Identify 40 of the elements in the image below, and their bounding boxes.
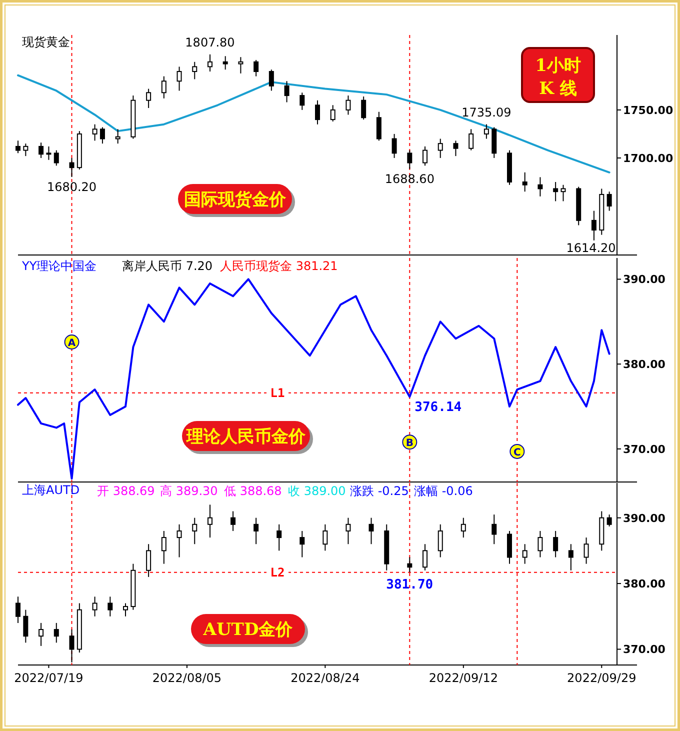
annotation: 离岸人民币 7.20: [122, 259, 213, 273]
chart-title: 现货黄金: [22, 35, 70, 49]
annotation: 理论人民币金价: [186, 427, 306, 447]
annotation: AUTD金价: [202, 620, 294, 640]
x-tick-label: 2022/09/12: [428, 671, 498, 685]
annotation: 376.14: [414, 400, 462, 415]
annotation: 开 388.69: [97, 484, 155, 498]
x-tick-label: 2022/09/29: [567, 671, 636, 685]
annotation: A: [68, 338, 76, 349]
ref-line-label: L2: [270, 565, 285, 580]
annotation: 1735.09: [462, 105, 512, 120]
annotation: 国际现货金价: [184, 190, 287, 210]
annotation: 人民币现货金 381.21: [220, 259, 338, 273]
x-tick-label: 2022/08/24: [290, 671, 360, 685]
y-tick-label: 380.00: [623, 578, 666, 591]
y-tick-label: 1700.00: [623, 152, 674, 165]
annotation: 高 389.30: [160, 484, 218, 498]
annotation: 收 389.00: [288, 484, 346, 498]
annotation: 1807.80: [185, 35, 235, 50]
x-tick-label: 2022/07/19: [14, 671, 84, 685]
y-tick-label: 370.00: [623, 643, 666, 656]
y-tick-label: 390.00: [623, 512, 666, 525]
chart-title: 上海AUTD: [22, 483, 80, 497]
annotation: B: [406, 438, 414, 450]
text: YY理论中国金: [21, 259, 97, 273]
annotation: 1680.20: [46, 180, 97, 194]
ref-line-label: L1: [270, 386, 285, 400]
annotation: 1小时 K 线: [535, 56, 581, 99]
annotation: 低 388.68: [224, 484, 282, 498]
annotation: 涨幅 -0.06: [414, 484, 473, 498]
y-tick-label: 1750.00: [623, 104, 674, 117]
annotation: C: [513, 447, 521, 458]
annotation: 1614.20: [566, 241, 616, 255]
annotation: 1688.60: [384, 172, 434, 186]
y-tick-label: 380.00: [623, 358, 666, 372]
x-tick-label: 2022/08/05: [152, 671, 222, 685]
y-tick-label: 370.00: [623, 442, 666, 456]
annotation: 381.70: [386, 577, 434, 592]
y-tick-label: 390.00: [623, 273, 666, 286]
annotation: 涨跌 -0.25: [350, 484, 409, 498]
